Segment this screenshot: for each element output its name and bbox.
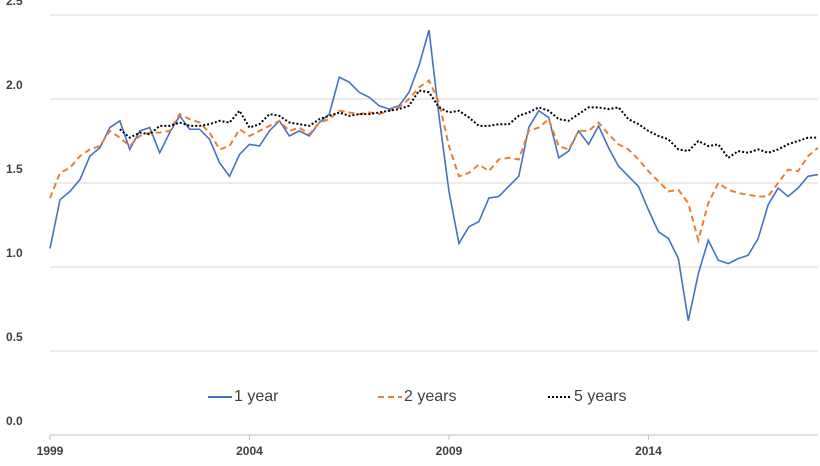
y-tick-label: 0.0 — [6, 414, 23, 428]
legend-label: 5 years — [574, 388, 626, 405]
y-tick-label: 0.5 — [6, 330, 23, 344]
legend-label: 2 years — [404, 388, 456, 405]
y-tick-label: 1.5 — [6, 162, 23, 176]
x-tick-label: 1999 — [37, 444, 64, 458]
data-line — [119, 89, 818, 160]
y-tick-label: 1.0 — [6, 246, 23, 260]
y-tick-label: 2.0 — [6, 78, 23, 92]
legend-label: 1 year — [234, 388, 279, 405]
x-tick-label: 2014 — [635, 444, 662, 458]
data-line — [49, 79, 819, 244]
x-tick-label: 2004 — [236, 444, 263, 458]
x-tick-label: 2009 — [436, 444, 463, 458]
y-tick-label: 2.5 — [6, 0, 23, 8]
data-line — [49, 29, 819, 321]
